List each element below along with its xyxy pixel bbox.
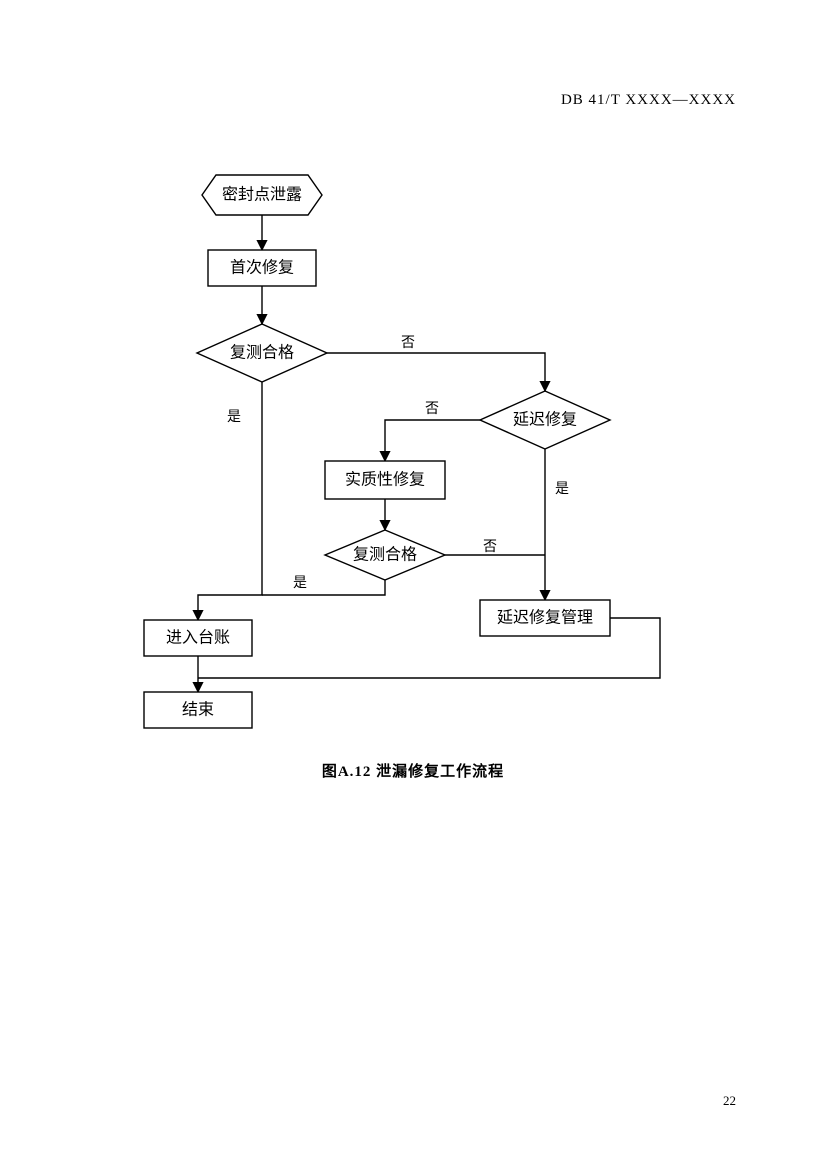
edge-label: 是 xyxy=(293,576,307,591)
node-label: 复测合格 xyxy=(230,344,294,362)
node-label: 复测合格 xyxy=(353,546,417,564)
node-n_ledger: 进入台账 xyxy=(144,620,252,656)
edge-label: 否 xyxy=(425,402,439,417)
nodes-group: 密封点泄露首次修复复测合格延迟修复实质性修复复测合格延迟修复管理进入台账结束 xyxy=(144,175,610,728)
node-label: 首次修复 xyxy=(230,259,294,277)
edge xyxy=(327,353,545,391)
edge xyxy=(385,420,480,461)
node-label: 实质性修复 xyxy=(345,471,425,489)
node-n_delay: 延迟修复 xyxy=(480,391,610,449)
flowchart-svg: 是否否是是否 密封点泄露首次修复复测合格延迟修复实质性修复复测合格延迟修复管理进… xyxy=(0,0,826,1169)
edge-label: 否 xyxy=(401,336,415,351)
node-n_subst: 实质性修复 xyxy=(325,461,445,499)
edge-label: 是 xyxy=(555,482,569,497)
node-label: 延迟修复 xyxy=(513,411,577,429)
page-number: 22 xyxy=(723,1093,736,1109)
node-n_d1: 复测合格 xyxy=(197,324,327,382)
node-label: 密封点泄露 xyxy=(222,186,302,204)
node-label: 进入台账 xyxy=(166,629,230,647)
node-n_d2: 复测合格 xyxy=(325,530,445,580)
node-n_delaymgt: 延迟修复管理 xyxy=(480,600,610,636)
figure-caption: 图A.12 泄漏修复工作流程 xyxy=(0,760,826,781)
node-label: 延迟修复管理 xyxy=(497,609,593,627)
edge xyxy=(262,580,385,595)
node-n_start: 密封点泄露 xyxy=(202,175,322,215)
node-n_end: 结束 xyxy=(144,692,252,728)
page: DB 41/T XXXX—XXXX 是否否是是否 密封点泄露首次修复复测合格延迟… xyxy=(0,0,826,1169)
edge-label: 是 xyxy=(227,410,241,425)
node-n_first: 首次修复 xyxy=(208,250,316,286)
edge-label: 否 xyxy=(483,540,497,555)
node-label: 结束 xyxy=(182,701,214,719)
